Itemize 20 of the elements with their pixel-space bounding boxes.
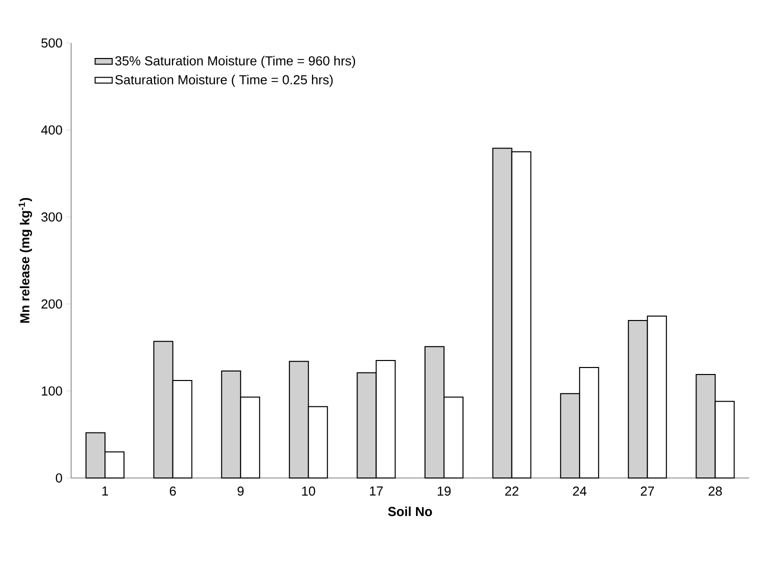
y-tick-label: 400 bbox=[41, 125, 62, 135]
x-tick-label: 9 bbox=[238, 486, 244, 496]
x-tick-label: 19 bbox=[438, 486, 451, 496]
x-tick-label: 28 bbox=[708, 486, 722, 496]
x-tick-label: 1 bbox=[102, 486, 108, 496]
y-tick-label: 500 bbox=[41, 38, 62, 48]
x-axis-title: Soil No bbox=[388, 506, 432, 516]
y-axis-title: Mn release (mg kg$^{-1}$) bbox=[18, 198, 32, 323]
x-tick-label: 27 bbox=[640, 486, 654, 496]
legend-label: 35% Saturation Moisture (Time = 960 hrs) bbox=[115, 56, 356, 68]
y-tick-label: 100 bbox=[42, 386, 62, 396]
y-tick-label: 0 bbox=[56, 473, 62, 483]
y-tick-label: 300 bbox=[41, 212, 62, 222]
x-tick-label: 6 bbox=[170, 486, 176, 496]
x-tick-label: 24 bbox=[573, 486, 586, 496]
y-tick-label: 200 bbox=[42, 299, 62, 309]
legend-label: Saturation Moisture ( Time = 0.25 hrs) bbox=[115, 74, 333, 87]
x-tick-label: 10 bbox=[302, 486, 316, 496]
x-tick-label: 17 bbox=[370, 486, 383, 496]
x-tick-label: 22 bbox=[505, 486, 518, 496]
